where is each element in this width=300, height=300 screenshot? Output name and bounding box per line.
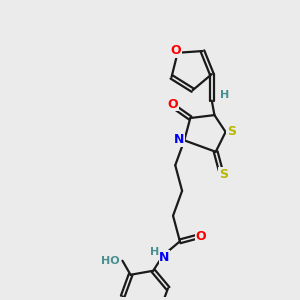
Text: N: N — [174, 133, 184, 146]
Text: S: S — [219, 168, 228, 181]
Text: H: H — [220, 90, 229, 100]
Text: N: N — [159, 250, 170, 263]
Text: H: H — [150, 247, 159, 257]
Text: S: S — [227, 125, 236, 138]
Text: HO: HO — [101, 256, 120, 266]
Text: O: O — [168, 98, 178, 110]
Text: O: O — [171, 44, 182, 57]
Text: O: O — [196, 230, 206, 243]
